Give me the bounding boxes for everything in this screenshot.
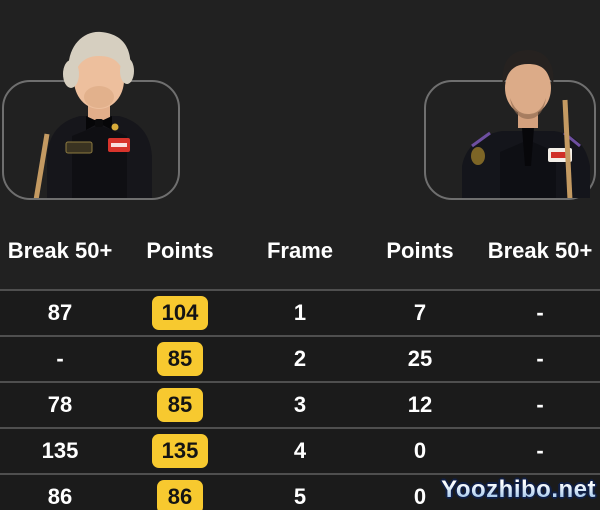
points-badge: 86 bbox=[157, 480, 203, 510]
column-header-break50-left: Break 50+ bbox=[7, 238, 113, 263]
table-row: 135 135 4 0 - bbox=[0, 427, 600, 473]
break-cell-left: 78 bbox=[47, 392, 73, 417]
points-badge: 85 bbox=[157, 342, 203, 376]
break-cell-right: - bbox=[536, 392, 544, 417]
points-badge: 85 bbox=[157, 388, 203, 422]
player-photo-left bbox=[33, 31, 152, 198]
break-cell-left: 87 bbox=[47, 300, 73, 325]
frame-cell: 3 bbox=[293, 392, 307, 417]
points-cell-right: 25 bbox=[407, 346, 433, 371]
column-header-points-right: Points bbox=[386, 238, 454, 263]
points-cell-left: 86 bbox=[120, 480, 240, 510]
frame-cell: 1 bbox=[293, 300, 307, 325]
points-cell-left: 104 bbox=[120, 296, 240, 330]
points-cell-right: 0 bbox=[413, 438, 427, 463]
player-photo-right bbox=[462, 50, 590, 198]
break-cell-right: - bbox=[536, 346, 544, 371]
break-cell-left: 135 bbox=[41, 438, 79, 463]
break-cell-right: - bbox=[536, 438, 544, 463]
points-badge: 104 bbox=[151, 296, 209, 330]
break-cell-left: 86 bbox=[47, 484, 73, 509]
column-header-points-left: Points bbox=[146, 238, 214, 263]
frame-cell: 4 bbox=[293, 438, 307, 463]
points-cell-left: 135 bbox=[120, 434, 240, 468]
points-cell-right: 0 bbox=[413, 484, 427, 509]
points-cell-right: 7 bbox=[413, 300, 427, 325]
table-row: 87 104 1 7 - bbox=[0, 289, 600, 335]
stats-table-body: 87 104 1 7 - - 85 2 25 - 78 85 3 12 - 13… bbox=[0, 289, 600, 510]
column-header-frame: Frame bbox=[266, 238, 334, 263]
break-cell-right: - bbox=[536, 300, 544, 325]
table-row: 86 86 5 0 bbox=[0, 473, 600, 510]
points-cell-left: 85 bbox=[120, 388, 240, 422]
break-cell-left: - bbox=[56, 346, 64, 371]
stats-table-header: Break 50+ Points Frame Points Break 50+ bbox=[0, 236, 600, 266]
column-header-break50-right: Break 50+ bbox=[487, 238, 593, 263]
watermark-text: Yoozhibo.net bbox=[441, 476, 596, 503]
points-cell-left: 85 bbox=[120, 342, 240, 376]
table-row: - 85 2 25 - bbox=[0, 335, 600, 381]
frame-cell: 5 bbox=[293, 484, 307, 509]
points-badge: 135 bbox=[151, 434, 209, 468]
points-cell-right: 12 bbox=[407, 392, 433, 417]
table-row: 78 85 3 12 - bbox=[0, 381, 600, 427]
frame-cell: 2 bbox=[293, 346, 307, 371]
